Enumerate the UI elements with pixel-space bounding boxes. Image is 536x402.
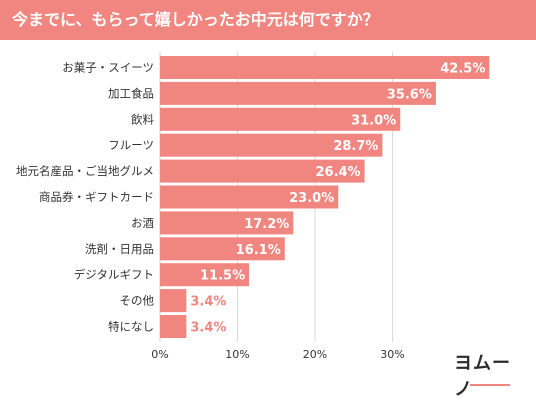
bar-6 <box>160 185 339 209</box>
bar-1 <box>160 56 490 79</box>
bar-3 <box>160 107 401 131</box>
chart-title: 今までに、もらって嬉しかったお中元は何ですか？ <box>12 10 379 29</box>
value-label: 35.6% <box>387 87 432 102</box>
value-label: 3.4% <box>190 321 226 336</box>
bar-7 <box>160 211 294 235</box>
bar-10 <box>160 289 187 313</box>
bar-chart: 0% 10% 20% 30% お菓子・スイーツ 42.5% 加工食品 35.6% 飲料 31.0%… <box>16 52 490 361</box>
x-tick-label: 10% <box>225 348 249 361</box>
value-label: 16.1% <box>236 243 281 258</box>
value-label: 31.0% <box>351 113 396 128</box>
bar-9 <box>160 263 250 287</box>
category-label: お菓子・スイーツ <box>62 61 154 75</box>
category-label: 洗剤・日用品 <box>85 242 154 256</box>
bar-2 <box>160 81 436 105</box>
category-label: フルーツ <box>108 138 154 152</box>
category-label: お酒 <box>131 216 154 230</box>
value-label: 23.0% <box>289 191 334 206</box>
value-label: 28.7% <box>333 139 378 154</box>
category-label: 特になし <box>108 320 154 334</box>
bar-4 <box>160 133 383 157</box>
x-tick-label: 20% <box>303 348 327 361</box>
bar-5 <box>160 159 365 183</box>
value-label: 42.5% <box>440 62 485 77</box>
x-tick-label: 30% <box>380 348 404 361</box>
category-label: その他 <box>120 294 155 308</box>
value-label: 3.4% <box>190 295 226 310</box>
category-label: 商品券・ギフトカード <box>39 190 154 204</box>
category-label: 地元名産品・ご当地グルメ <box>16 164 154 178</box>
category-label: 加工食品 <box>108 86 154 100</box>
x-tick-label: 0% <box>151 348 168 361</box>
bar-8 <box>160 237 285 261</box>
value-label: 11.5% <box>200 269 245 284</box>
value-label: 26.4% <box>315 165 360 180</box>
category-label: 飲料 <box>131 112 154 126</box>
title-bar: 今までに、もらって嬉しかったお中元は何ですか？ <box>0 0 536 40</box>
logo-underline <box>470 384 510 386</box>
category-label: デジタルギフト <box>74 268 154 282</box>
bar-11 <box>160 315 187 338</box>
value-label: 17.2% <box>244 217 289 232</box>
yomuno-logo: ヨムーノ <box>454 353 511 400</box>
